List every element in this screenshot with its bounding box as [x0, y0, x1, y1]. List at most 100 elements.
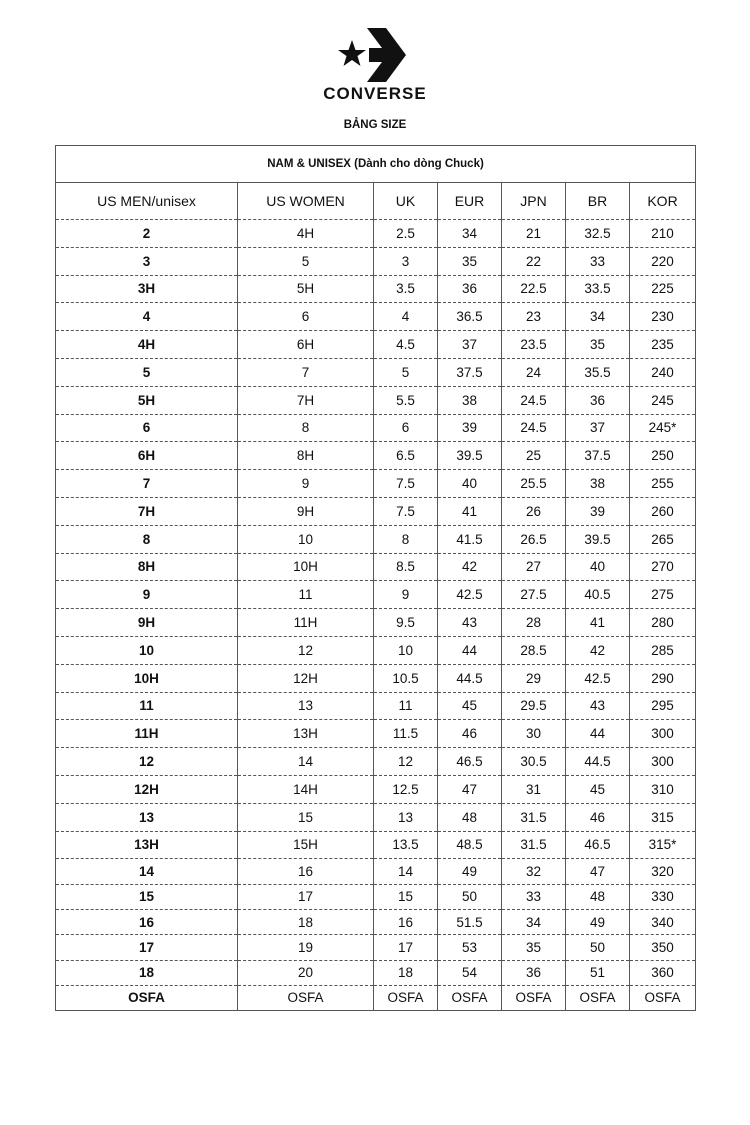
table-cell: 5H	[55, 385, 238, 415]
table-cell: 4.5	[373, 330, 438, 359]
table-cell: 12	[237, 635, 374, 665]
table-row: 7H 9H 7.5 41 26 39 260	[55, 496, 696, 526]
table-cell: 17	[237, 883, 374, 910]
table-cell: 5	[55, 357, 238, 387]
column-header: UK	[373, 182, 438, 220]
table-cell: 28	[501, 608, 566, 637]
table-cell: 9	[55, 580, 238, 609]
table-cell: 53	[437, 934, 502, 961]
table-cell: 12	[55, 747, 238, 776]
table-cell: 42	[565, 635, 630, 665]
table-cell: 38	[437, 385, 502, 415]
table-cell: 35	[437, 246, 502, 276]
table-cell: 27.5	[501, 580, 566, 609]
table-cell: 3	[55, 246, 238, 276]
table-row: 7 9 7.5 40 25.5 38 255	[55, 469, 696, 498]
table-cell: 39	[565, 496, 630, 526]
table-cell: 3	[373, 246, 438, 276]
table-cell: 8	[373, 524, 438, 554]
column-header: BR	[565, 182, 630, 220]
table-cell: 10.5	[373, 663, 438, 693]
table-row: 15 17 15 50 33 48 330	[55, 883, 696, 910]
table-row: 6H 8H 6.5 39.5 25 37.5 250	[55, 441, 696, 470]
table-cell: 245	[628, 385, 696, 415]
table-cell: 14	[373, 858, 438, 885]
table-cell: 4	[55, 302, 238, 331]
table-cell: 7	[237, 357, 374, 387]
table-cell: 300	[628, 719, 696, 748]
table-cell: 42	[437, 552, 502, 581]
table-cell: 24.5	[501, 413, 566, 442]
table-cell: 24.5	[501, 385, 566, 415]
table-cell: 42.5	[565, 663, 630, 693]
table-cell: OSFA	[628, 984, 696, 1011]
table-row: 10H 12H 10.5 44.5 29 42.5 290	[55, 663, 696, 693]
table-cell: 13H	[237, 719, 374, 748]
table-cell: 41	[565, 608, 630, 637]
table-cell: 12H	[237, 663, 374, 693]
table-cell: OSFA	[237, 984, 374, 1011]
table-cell: 47	[437, 774, 502, 804]
table-cell: 15H	[237, 830, 374, 859]
table-row: 12H 14H 12.5 47 31 45 310	[55, 774, 696, 804]
table-cell: 8H	[237, 441, 374, 470]
table-cell: 10	[237, 524, 374, 554]
table-cell: 29	[501, 663, 566, 693]
table-cell: 34	[437, 219, 502, 248]
table-cell: 5H	[237, 274, 374, 303]
table-cell: 7.5	[373, 469, 438, 498]
table-cell: 7.5	[373, 496, 438, 526]
table-cell: 15	[55, 883, 238, 910]
table-cell: OSFA	[565, 984, 630, 1011]
table-cell: 5	[373, 357, 438, 387]
table-cell: 270	[628, 552, 696, 581]
table-cell: 30	[501, 719, 566, 748]
table-row: 3 5 3 35 22 33 220	[55, 246, 696, 276]
table-cell: 9H	[55, 608, 238, 637]
table-cell: 25.5	[501, 469, 566, 498]
table-cell: 16	[373, 908, 438, 935]
table-cell: 21	[501, 219, 566, 248]
table-row: 13H 15H 13.5 48.5 31.5 46.5 315*	[55, 830, 696, 859]
table-cell: 18	[373, 959, 438, 986]
table-cell: 30.5	[501, 747, 566, 776]
table-cell: 48	[437, 802, 502, 832]
table-cell: 12H	[55, 774, 238, 804]
table-cell: 40	[437, 469, 502, 498]
table-cell: 10	[55, 635, 238, 665]
table-cell: 11	[55, 691, 238, 720]
table-row: 5 7 5 37.5 24 35.5 240	[55, 357, 696, 387]
table-row: 12 14 12 46.5 30.5 44.5 300	[55, 747, 696, 776]
table-cell: 255	[628, 469, 696, 498]
table-row: 13 15 13 48 31.5 46 315	[55, 802, 696, 832]
table-cell: 45	[565, 774, 630, 804]
table-cell: 29.5	[501, 691, 566, 720]
table-cell: 3H	[55, 274, 238, 303]
table-cell: 22	[501, 246, 566, 276]
table-row: 11H 13H 11.5 46 30 44 300	[55, 719, 696, 748]
table-row: 2 4H 2.5 34 21 32.5 210	[55, 219, 696, 248]
table-cell: 18	[237, 908, 374, 935]
table-cell: 41	[437, 496, 502, 526]
table-cell: 33.5	[565, 274, 630, 303]
table-cell: 11	[373, 691, 438, 720]
table-cell: 23.5	[501, 330, 566, 359]
table-cell: 9	[237, 469, 374, 498]
table-cell: OSFA	[373, 984, 438, 1011]
table-cell: 44	[565, 719, 630, 748]
table-cell: 290	[628, 663, 696, 693]
table-cell: 39.5	[565, 524, 630, 554]
table-cell: 34	[501, 908, 566, 935]
table-cell: 36	[501, 959, 566, 986]
table-cell: 13H	[55, 830, 238, 859]
table-cell: OSFA	[437, 984, 502, 1011]
table-cell: 14	[237, 747, 374, 776]
table-cell: 44.5	[437, 663, 502, 693]
table-row: 11 13 11 45 29.5 43 295	[55, 691, 696, 720]
table-cell: 39.5	[437, 441, 502, 470]
table-cell: 38	[565, 469, 630, 498]
table-cell: 12.5	[373, 774, 438, 804]
table-cell: 48	[565, 883, 630, 910]
table-row: 4H 6H 4.5 37 23.5 35 235	[55, 330, 696, 359]
table-cell: 26.5	[501, 524, 566, 554]
